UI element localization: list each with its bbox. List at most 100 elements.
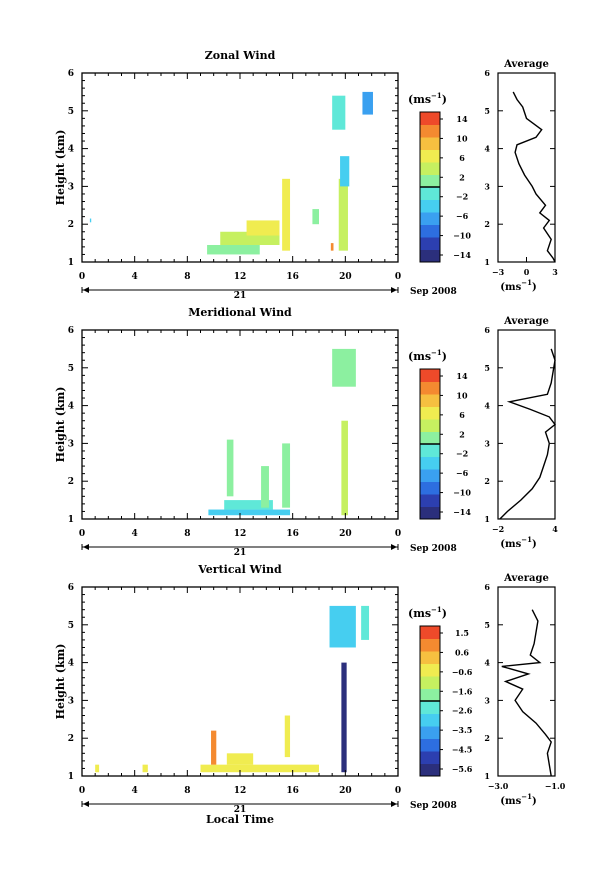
- panel-title: Vertical Wind: [197, 563, 282, 576]
- colorbar-segment: [420, 112, 440, 125]
- average-x-tick-label: 3: [552, 267, 558, 277]
- colorbar-segment: [420, 212, 440, 225]
- colorbar-segment: [420, 237, 440, 250]
- colorbar-tick-label: −14: [453, 507, 471, 517]
- average-frame: [497, 72, 556, 263]
- x-tick-label: 8: [184, 272, 190, 282]
- average-x-label: (ms−1): [500, 792, 536, 807]
- average-profile-line: [501, 609, 552, 777]
- x-tick-label: 0: [79, 272, 85, 282]
- y-tick-label: 4: [68, 402, 74, 412]
- colorbar-tick-label: −2: [456, 192, 468, 202]
- colorbar-segment: [420, 626, 440, 639]
- colorbar-segment: [420, 406, 440, 420]
- average-x-tick-label: 0: [524, 267, 530, 277]
- colorbar-tick-label: −2.6: [452, 706, 473, 716]
- date-bar-arrow: [391, 801, 397, 807]
- colorbar-segment: [420, 738, 440, 752]
- average-frame: [497, 586, 556, 777]
- x-tick-label: 20: [339, 272, 352, 282]
- x-tick-label: 0: [395, 272, 401, 282]
- colorbar-tick-label: −4.5: [452, 745, 473, 755]
- average-y-tick-label: 2: [484, 219, 490, 229]
- colorbar-segment: [420, 688, 440, 702]
- colorbar-segment: [420, 456, 440, 470]
- day-label: 21: [234, 548, 247, 558]
- month-label: Sep 2008: [410, 287, 457, 297]
- colorbar-segment: [420, 162, 440, 175]
- y-tick-label: 2: [68, 477, 74, 487]
- x-tick-label: 16: [286, 529, 299, 539]
- colorbar-segment: [420, 676, 440, 689]
- heatmap-cell: [330, 243, 334, 251]
- x-tick-label: 0: [395, 529, 401, 539]
- average-x-tick-label: −3.0: [488, 781, 509, 791]
- y-axis-label: Height (km): [54, 644, 67, 720]
- x-tick-label: 4: [132, 272, 138, 282]
- colorbar-tick-label: −6: [456, 211, 469, 221]
- colorbar-tick-label: −3.5: [452, 725, 473, 735]
- heatmap-cell: [261, 466, 269, 508]
- colorbar-tick-label: −10: [453, 231, 471, 241]
- y-tick-label: 6: [68, 583, 74, 593]
- colorbar-segment: [420, 663, 440, 677]
- x-tick-label: 12: [234, 786, 247, 796]
- colorbar-tick-label: −5.6: [452, 764, 473, 774]
- colorbar-segment: [420, 199, 440, 213]
- colorbar-tick-label: 14: [456, 371, 468, 381]
- date-bar-arrow: [83, 287, 89, 293]
- colorbar-tick-label: 1.5: [455, 628, 469, 638]
- heatmap-cell: [208, 509, 291, 516]
- average-y-tick-label: 6: [484, 582, 490, 592]
- colorbar-segment: [420, 369, 440, 382]
- y-tick-label: 6: [68, 326, 74, 336]
- colorbar-segment: [420, 419, 440, 432]
- average-profile-line: [499, 348, 556, 520]
- x-tick-label: 20: [339, 786, 352, 796]
- heatmap-cell: [312, 209, 319, 225]
- date-bar-arrow: [391, 544, 397, 550]
- colorbar-segment: [420, 494, 440, 507]
- day-label: 21: [234, 291, 247, 301]
- date-bar-arrow: [83, 544, 89, 550]
- heatmap-cell: [207, 244, 260, 255]
- average-x-tick-label: −3: [492, 267, 505, 277]
- x-tick-label: 0: [395, 786, 401, 796]
- average-x-label: (ms−1): [500, 535, 536, 550]
- x-tick-label: 16: [286, 272, 299, 282]
- y-tick-label: 1: [68, 515, 74, 525]
- average-x-label: (ms−1): [500, 278, 536, 293]
- colorbar-tick-label: −10: [453, 488, 471, 498]
- x-tick-label: 12: [234, 272, 247, 282]
- heatmap-cell: [341, 662, 347, 773]
- colorbar-tick-label: 10: [456, 133, 468, 143]
- average-y-tick-label: 3: [484, 438, 490, 448]
- colorbar-tick-label: 10: [456, 390, 468, 400]
- colorbar-tick-label: 14: [456, 114, 468, 124]
- panel-title: Zonal Wind: [205, 49, 276, 62]
- colorbar-unit: (ms−1): [408, 348, 447, 363]
- x-tick-label: 4: [132, 529, 138, 539]
- y-tick-label: 5: [68, 107, 74, 117]
- average-y-tick-label: 2: [484, 476, 490, 486]
- heatmap-cell: [361, 605, 370, 640]
- average-y-tick-label: 2: [484, 733, 490, 743]
- colorbar-tick-label: 0.6: [455, 647, 469, 657]
- colorbar-tick-label: −1.6: [452, 686, 473, 696]
- colorbar-segment: [420, 469, 440, 482]
- heatmap-cell: [329, 605, 356, 648]
- colorbar-tick-label: −2: [456, 449, 468, 459]
- y-tick-label: 3: [68, 439, 74, 449]
- average-title: Average: [503, 316, 549, 327]
- colorbar-segment: [420, 224, 440, 238]
- average-y-tick-label: 1: [484, 771, 490, 781]
- heatmap-cell: [362, 91, 373, 115]
- x-tick-label: 0: [79, 786, 85, 796]
- colorbar-tick-label: 6: [459, 153, 465, 163]
- heatmap-cell: [224, 500, 273, 510]
- heatmap-cell: [282, 443, 291, 508]
- colorbar-segment: [420, 431, 440, 445]
- average-y-tick-label: 5: [484, 620, 490, 630]
- heatmap-cell: [332, 348, 356, 387]
